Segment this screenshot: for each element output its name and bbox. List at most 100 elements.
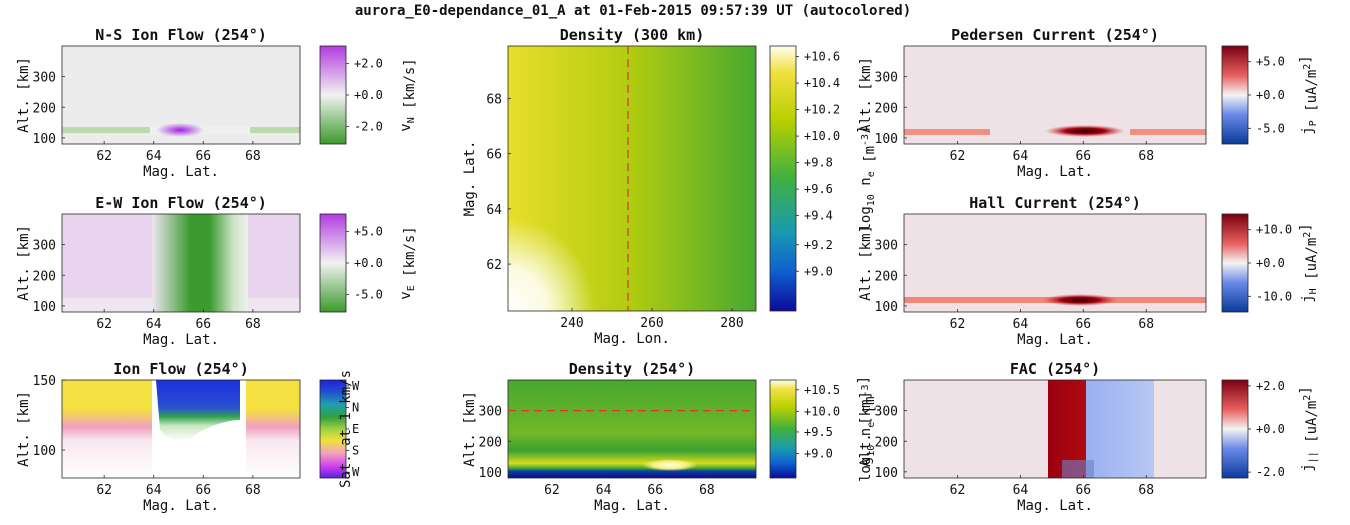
y-tick-label: 150 <box>33 374 56 389</box>
x-tick-label: 68 <box>245 149 261 164</box>
panel-dmap: Density (300 km) 240 260 280 62 64 66 68 Mag. Lo… <box>462 26 878 347</box>
y-tick-label: 66 <box>486 148 502 163</box>
y-axis-label: Alt. [km] <box>858 225 874 301</box>
colorbar-tick-label: +0.0 <box>1256 88 1285 102</box>
x-tick-label: 68 <box>1138 149 1154 164</box>
fac-heatmap <box>904 380 1206 478</box>
y-tick-label: 200 <box>875 101 898 116</box>
panel-dalt: Density (254°) 62 64 66 68 100 200 300 Mag. Lat.… <box>462 360 878 514</box>
colorbar-tick-label: +0.0 <box>354 88 383 102</box>
colorbar-label: Sat. at 1 km/s <box>338 370 354 488</box>
panel-title: FAC (254°) <box>1010 360 1100 378</box>
y-tick-label: 300 <box>875 405 898 420</box>
y-axis-label: Alt. [km] <box>16 391 32 467</box>
colorbar-tick-label: -5.0 <box>354 287 383 301</box>
colorbar-tick-label: +10.4 <box>804 76 840 90</box>
x-axis-label: Mag. Lat. <box>143 498 219 514</box>
panel-ew: E-W Ion Flow (254°) 62 64 66 68 100 200 300 Mag.… <box>16 194 418 348</box>
y-tick-label: 200 <box>875 435 898 450</box>
colorbar-tick-label: N <box>352 400 359 414</box>
colorbar-tick-label: +9.2 <box>804 238 833 252</box>
x-axis-label: Mag. Lat. <box>594 498 670 514</box>
y-tick-label: 300 <box>33 71 56 86</box>
y-tick-label: 200 <box>479 435 502 450</box>
colorbar-tick-label: +5.0 <box>354 225 383 239</box>
y-tick-label: 100 <box>33 132 56 147</box>
x-tick-label: 68 <box>699 483 715 498</box>
colorbar-tick-label: +9.6 <box>804 182 833 196</box>
x-axis-label: Mag. Lat. <box>143 164 219 180</box>
x-tick-label: 62 <box>96 317 112 332</box>
x-tick-label: 64 <box>1013 317 1029 332</box>
y-axis-label: Alt. [km] <box>858 391 874 467</box>
panel-ns: N-S Ion Flow (254°) 62 64 66 68 100 200 300 Mag.… <box>16 26 418 180</box>
x-tick-label: 62 <box>950 483 966 498</box>
colorbar-label: jP [uA/m2] <box>1298 55 1320 135</box>
ped-heatmap <box>904 46 1206 144</box>
colorbar-tick-label: W <box>352 379 360 393</box>
x-tick-label: 64 <box>596 483 612 498</box>
x-tick-label: 68 <box>1138 483 1154 498</box>
colorbar <box>1221 213 1249 313</box>
colorbar-tick-label: -2.0 <box>354 119 383 133</box>
y-axis-label: Mag. Lat. <box>462 141 478 217</box>
x-axis-label: Mag. Lat. <box>143 332 219 348</box>
y-tick-label: 100 <box>479 466 502 481</box>
axes-frame <box>507 45 757 312</box>
panel-ped: Pedersen Current (254°) 62 64 66 68 100 200 300… <box>858 26 1320 180</box>
y-tick-label: 100 <box>875 466 898 481</box>
y-tick-label: 200 <box>875 269 898 284</box>
colorbar-tick-label: +2.0 <box>354 57 383 71</box>
colorbar-tick-label: W <box>352 465 360 479</box>
x-tick-label: 66 <box>1075 483 1091 498</box>
y-axis-label: Alt. [km] <box>462 391 478 467</box>
colorbar-tick-label: S <box>352 444 359 458</box>
colorbar-label: jH [uA/m2] <box>1298 223 1320 303</box>
figure-title: aurora_E0-dependance_01_A at 01-Feb-2015… <box>355 3 911 19</box>
y-tick-label: 64 <box>486 203 502 218</box>
colorbar-tick-label: +10.5 <box>804 383 840 397</box>
colorbar-tick-label: +9.8 <box>804 156 833 170</box>
x-tick-label: 66 <box>1075 317 1091 332</box>
panel-flow: Ion Flow (254°) 62 64 66 68 100 150 Mag. Lat. Al… <box>16 360 360 514</box>
hall-heatmap <box>904 214 1206 312</box>
y-tick-label: 100 <box>875 300 898 315</box>
y-axis-label: Alt. [km] <box>16 225 32 301</box>
y-axis-label: Alt. [km] <box>16 57 32 133</box>
y-tick-label: 100 <box>33 300 56 315</box>
axes-frame <box>61 379 301 479</box>
colorbar <box>319 213 347 313</box>
x-tick-label: 240 <box>560 316 583 331</box>
axes-frame <box>903 45 1207 145</box>
axes-frame <box>507 379 757 479</box>
x-tick-label: 66 <box>195 317 211 332</box>
colorbar-tick-label: E <box>352 422 359 436</box>
colorbar-tick-label: +9.4 <box>804 209 833 223</box>
x-axis-label: Mag. Lat. <box>1017 164 1093 180</box>
panel-title: Density (300 km) <box>560 26 705 44</box>
colorbar-tick-label: +10.0 <box>1256 223 1292 237</box>
x-axis-label: Mag. Lat. <box>1017 332 1093 348</box>
x-tick-label: 64 <box>146 317 162 332</box>
y-axis-label: Alt. [km] <box>858 57 874 133</box>
x-tick-label: 64 <box>1013 483 1029 498</box>
x-tick-label: 66 <box>195 483 211 498</box>
panel-title: Ion Flow (254°) <box>113 360 248 378</box>
colorbar-tick-label: +9.0 <box>804 447 833 461</box>
x-tick-label: 64 <box>146 483 162 498</box>
colorbar-label: j|| [uA/m2] <box>1298 386 1320 472</box>
panel-title: Density (254°) <box>569 360 695 378</box>
axes-frame <box>903 213 1207 313</box>
panel-hall: Hall Current (254°) 62 64 66 68 100 200 300 Mag.… <box>858 194 1320 348</box>
ns-heatmap <box>62 46 300 144</box>
y-tick-label: 200 <box>33 101 56 116</box>
axes-frame <box>903 379 1207 479</box>
colorbar-tick-label: +0.0 <box>1256 256 1285 270</box>
y-tick-label: 300 <box>875 239 898 254</box>
colorbar-tick-label: -2.0 <box>1256 465 1285 479</box>
panel-title: Hall Current (254°) <box>969 194 1141 212</box>
x-tick-label: 62 <box>544 483 560 498</box>
colorbar-label: vE [km/s] <box>398 226 418 299</box>
colorbar-tick-label: +2.0 <box>1256 379 1285 393</box>
